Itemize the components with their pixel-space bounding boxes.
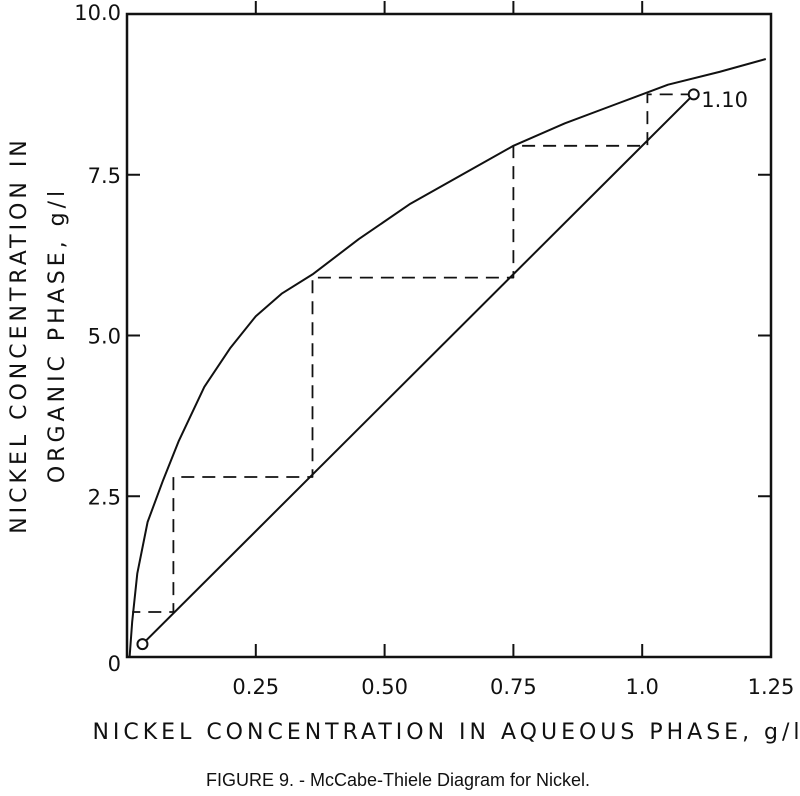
y-tick-label: 7.5 — [88, 164, 121, 188]
tick-labels: 0.25 0.50 0.75 1.0 1.25 0 2.5 5.0 7.5 10.0 1.10 — [74, 1, 794, 699]
x-tick-label: 1.25 — [748, 675, 795, 699]
tick-marks — [127, 1, 771, 657]
endpoint-marker — [687, 88, 700, 101]
x-tick-label: 0.25 — [232, 675, 279, 699]
plot-frame — [125, 12, 773, 659]
x-tick-label: 0.50 — [361, 675, 408, 699]
stage-steps-line — [132, 93, 694, 613]
operating-line-line — [141, 93, 695, 645]
figure-caption: FIGURE 9. - McCabe-Thiele Diagram for Ni… — [206, 770, 590, 790]
x-axis-title: NICKEL CONCENTRATION IN AQUEOUS PHASE, g… — [92, 720, 800, 745]
y-tick-label: 2.5 — [88, 485, 121, 509]
y-tick-label: 0 — [108, 652, 121, 676]
y-axis-title-line-1: NICKEL CONCENTRATION IN — [7, 136, 32, 534]
annotation-label: 1.10 — [701, 88, 748, 112]
x-tick-label: 0.75 — [490, 675, 537, 699]
chart-series — [128, 58, 767, 658]
endpoint-marker — [136, 638, 149, 651]
y-tick-label: 10.0 — [74, 1, 121, 25]
y-axis-title-line-2: ORGANIC PHASE, g/l — [45, 187, 70, 483]
y-tick-label: 5.0 — [88, 325, 121, 349]
equilibrium-curve-line — [128, 58, 767, 658]
x-tick-label: 1.0 — [625, 675, 658, 699]
